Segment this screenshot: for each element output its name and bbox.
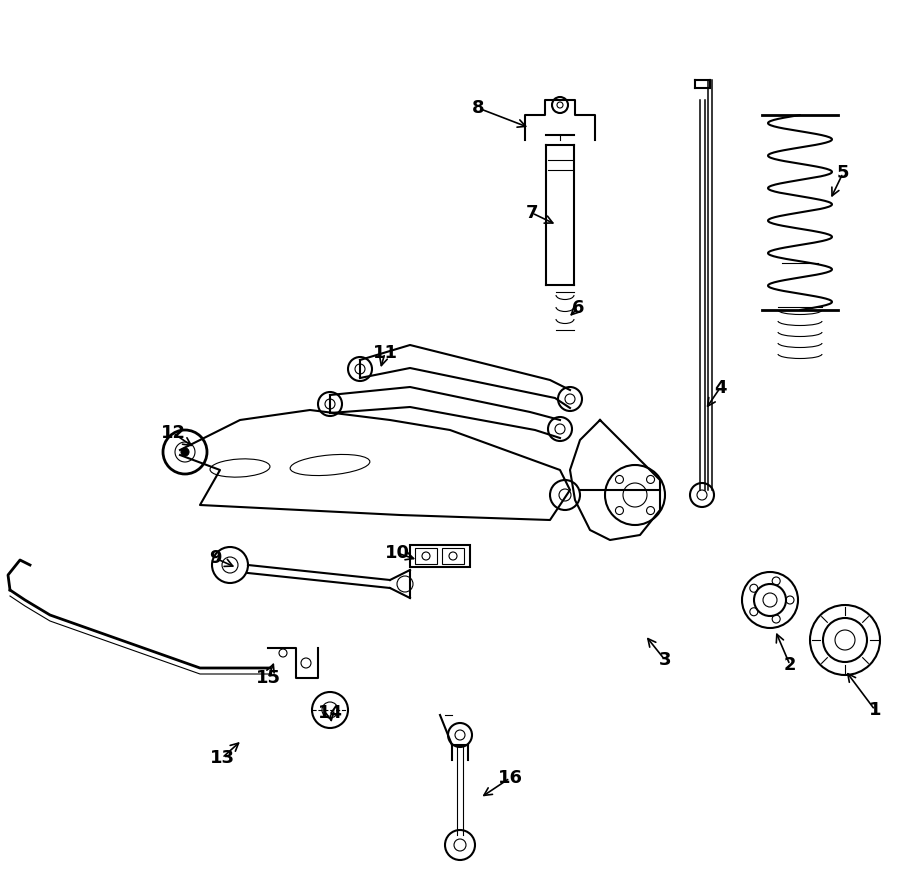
- Text: 10: 10: [384, 544, 410, 562]
- Circle shape: [181, 448, 189, 456]
- Text: 13: 13: [210, 749, 235, 767]
- Text: 14: 14: [318, 704, 343, 722]
- Text: 1: 1: [868, 701, 881, 719]
- Circle shape: [763, 593, 777, 607]
- Text: 5: 5: [837, 164, 850, 182]
- Text: 3: 3: [659, 651, 671, 669]
- Bar: [410, 545, 470, 567]
- Text: 9: 9: [209, 549, 221, 567]
- Text: 16: 16: [498, 769, 523, 787]
- Text: 11: 11: [373, 344, 398, 362]
- Text: 6: 6: [572, 299, 584, 317]
- Text: 7: 7: [526, 204, 538, 222]
- Text: 15: 15: [256, 669, 281, 687]
- Text: 8: 8: [472, 99, 484, 117]
- Bar: [415, 548, 437, 564]
- Text: 12: 12: [160, 424, 185, 442]
- Text: 2: 2: [784, 656, 796, 674]
- Bar: [442, 548, 464, 564]
- Text: 4: 4: [714, 379, 726, 397]
